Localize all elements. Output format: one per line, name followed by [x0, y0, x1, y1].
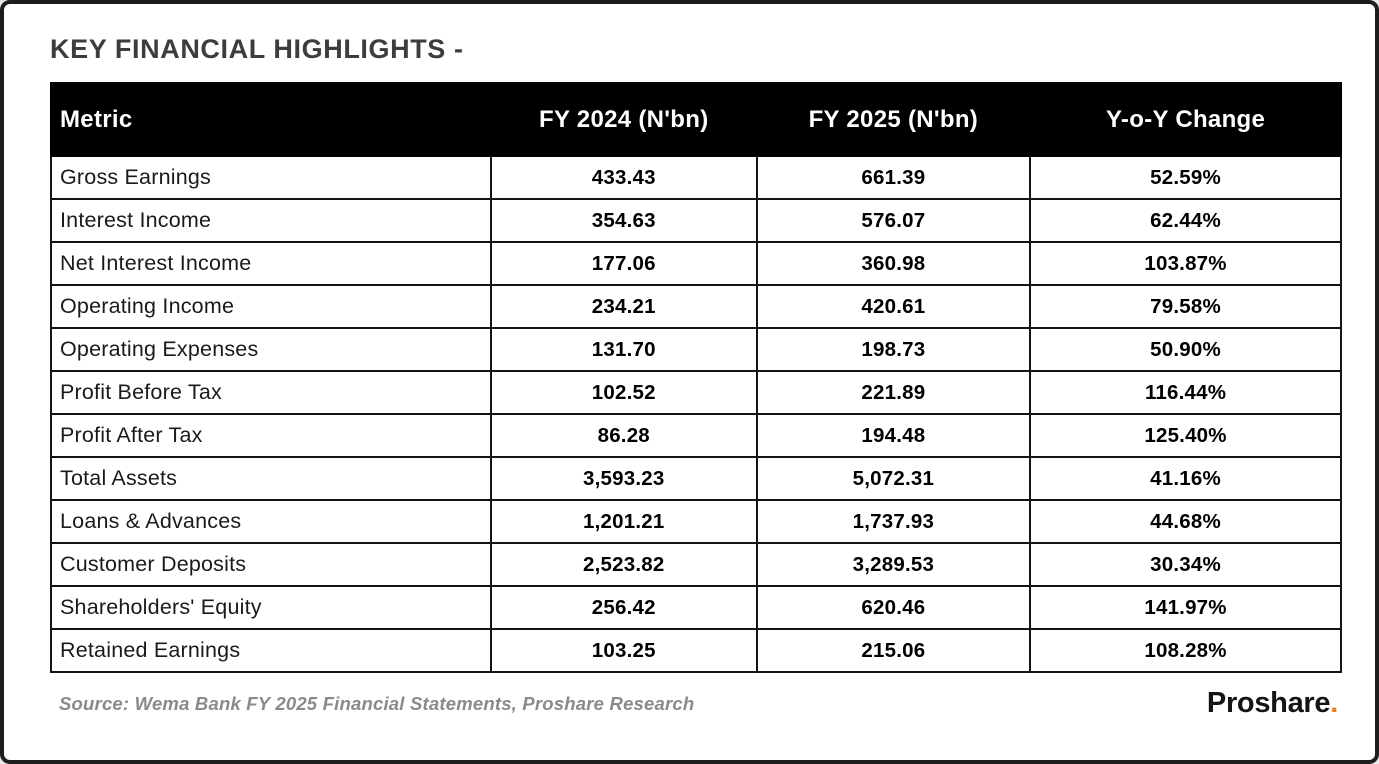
- cell-yoy-change: 141.97%: [1029, 585, 1342, 630]
- cell-fy2025: 3,289.53: [755, 542, 1032, 587]
- footer: Source: Wema Bank FY 2025 Financial Stat…: [59, 687, 1342, 720]
- table-row: Retained Earnings 103.25 215.06 108.28%: [50, 628, 1342, 673]
- proshare-logo-text: Proshare: [1206, 687, 1331, 719]
- cell-fy2024: 103.25: [489, 628, 758, 673]
- source-note: Source: Wema Bank FY 2025 Financial Stat…: [59, 692, 695, 714]
- cell-metric: Interest Income: [50, 198, 492, 243]
- cell-yoy-change: 44.68%: [1029, 499, 1342, 544]
- column-header-yoy-change: Y-o-Y Change: [1029, 82, 1342, 157]
- cell-fy2025: 215.06: [755, 628, 1032, 673]
- proshare-logo: Proshare.: [1207, 687, 1338, 720]
- cell-fy2025: 420.61: [755, 284, 1032, 329]
- proshare-logo-dot: .: [1330, 687, 1338, 719]
- cell-metric: Customer Deposits: [50, 542, 492, 587]
- cell-metric: Operating Income: [50, 284, 492, 329]
- cell-metric: Total Assets: [50, 456, 492, 501]
- table-row: Net Interest Income 177.06 360.98 103.87%: [50, 241, 1342, 286]
- cell-metric: Profit After Tax: [50, 413, 492, 458]
- table-row: Operating Expenses 131.70 198.73 50.90%: [50, 327, 1342, 372]
- column-header-metric: Metric: [50, 82, 492, 157]
- cell-metric: Net Interest Income: [50, 241, 492, 286]
- cell-metric: Operating Expenses: [50, 327, 492, 372]
- cell-fy2024: 2,523.82: [489, 542, 758, 587]
- cell-fy2025: 360.98: [755, 241, 1032, 286]
- table-row: Gross Earnings 433.43 661.39 52.59%: [50, 155, 1342, 200]
- cell-yoy-change: 125.40%: [1029, 413, 1342, 458]
- cell-fy2025: 221.89: [755, 370, 1032, 415]
- cell-yoy-change: 52.59%: [1029, 155, 1342, 200]
- table-row: Customer Deposits 2,523.82 3,289.53 30.34%: [50, 542, 1342, 587]
- cell-fy2024: 177.06: [489, 241, 758, 286]
- cell-fy2025: 194.48: [755, 413, 1032, 458]
- cell-fy2024: 234.21: [489, 284, 758, 329]
- cell-fy2025: 5,072.31: [755, 456, 1032, 501]
- cell-fy2024: 433.43: [489, 155, 758, 200]
- table-header-row: Metric FY 2024 (N'bn) FY 2025 (N'bn) Y-o…: [50, 82, 1342, 157]
- cell-metric: Gross Earnings: [50, 155, 492, 200]
- table-row: Shareholders' Equity 256.42 620.46 141.97%: [50, 585, 1342, 630]
- cell-fy2025: 661.39: [755, 155, 1032, 200]
- cell-yoy-change: 103.87%: [1029, 241, 1342, 286]
- table-row: Operating Income 234.21 420.61 79.58%: [50, 284, 1342, 329]
- financial-highlights-table: Metric FY 2024 (N'bn) FY 2025 (N'bn) Y-o…: [50, 82, 1342, 673]
- table-row: Profit Before Tax 102.52 221.89 116.44%: [50, 370, 1342, 415]
- cell-fy2024: 102.52: [489, 370, 758, 415]
- cell-yoy-change: 116.44%: [1029, 370, 1342, 415]
- column-header-fy2025: FY 2025 (N'bn): [755, 82, 1032, 157]
- column-header-fy2024: FY 2024 (N'bn): [489, 82, 758, 157]
- cell-yoy-change: 79.58%: [1029, 284, 1342, 329]
- table-row: Profit After Tax 86.28 194.48 125.40%: [50, 413, 1342, 458]
- cell-fy2024: 3,593.23: [489, 456, 758, 501]
- table-row: Total Assets 3,593.23 5,072.31 41.16%: [50, 456, 1342, 501]
- cell-fy2024: 131.70: [489, 327, 758, 372]
- cell-metric: Profit Before Tax: [50, 370, 492, 415]
- cell-fy2024: 354.63: [489, 198, 758, 243]
- table-row: Loans & Advances 1,201.21 1,737.93 44.68%: [50, 499, 1342, 544]
- cell-yoy-change: 108.28%: [1029, 628, 1342, 673]
- cell-fy2024: 1,201.21: [489, 499, 758, 544]
- table-row: Interest Income 354.63 576.07 62.44%: [50, 198, 1342, 243]
- cell-fy2025: 1,737.93: [755, 499, 1032, 544]
- cell-fy2025: 576.07: [755, 198, 1032, 243]
- cell-fy2024: 256.42: [489, 585, 758, 630]
- table-header: Metric FY 2024 (N'bn) FY 2025 (N'bn) Y-o…: [50, 82, 1342, 157]
- cell-fy2024: 86.28: [489, 413, 758, 458]
- cell-fy2025: 620.46: [755, 585, 1032, 630]
- cell-yoy-change: 30.34%: [1029, 542, 1342, 587]
- cell-metric: Shareholders' Equity: [50, 585, 492, 630]
- cell-yoy-change: 41.16%: [1029, 456, 1342, 501]
- cell-metric: Retained Earnings: [50, 628, 492, 673]
- cell-yoy-change: 62.44%: [1029, 198, 1342, 243]
- cell-yoy-change: 50.90%: [1029, 327, 1342, 372]
- cell-fy2025: 198.73: [755, 327, 1032, 372]
- page-title: KEY FINANCIAL HIGHLIGHTS -: [50, 34, 464, 64]
- cell-metric: Loans & Advances: [50, 499, 492, 544]
- table-body: Gross Earnings 433.43 661.39 52.59% Interest…: [50, 155, 1342, 673]
